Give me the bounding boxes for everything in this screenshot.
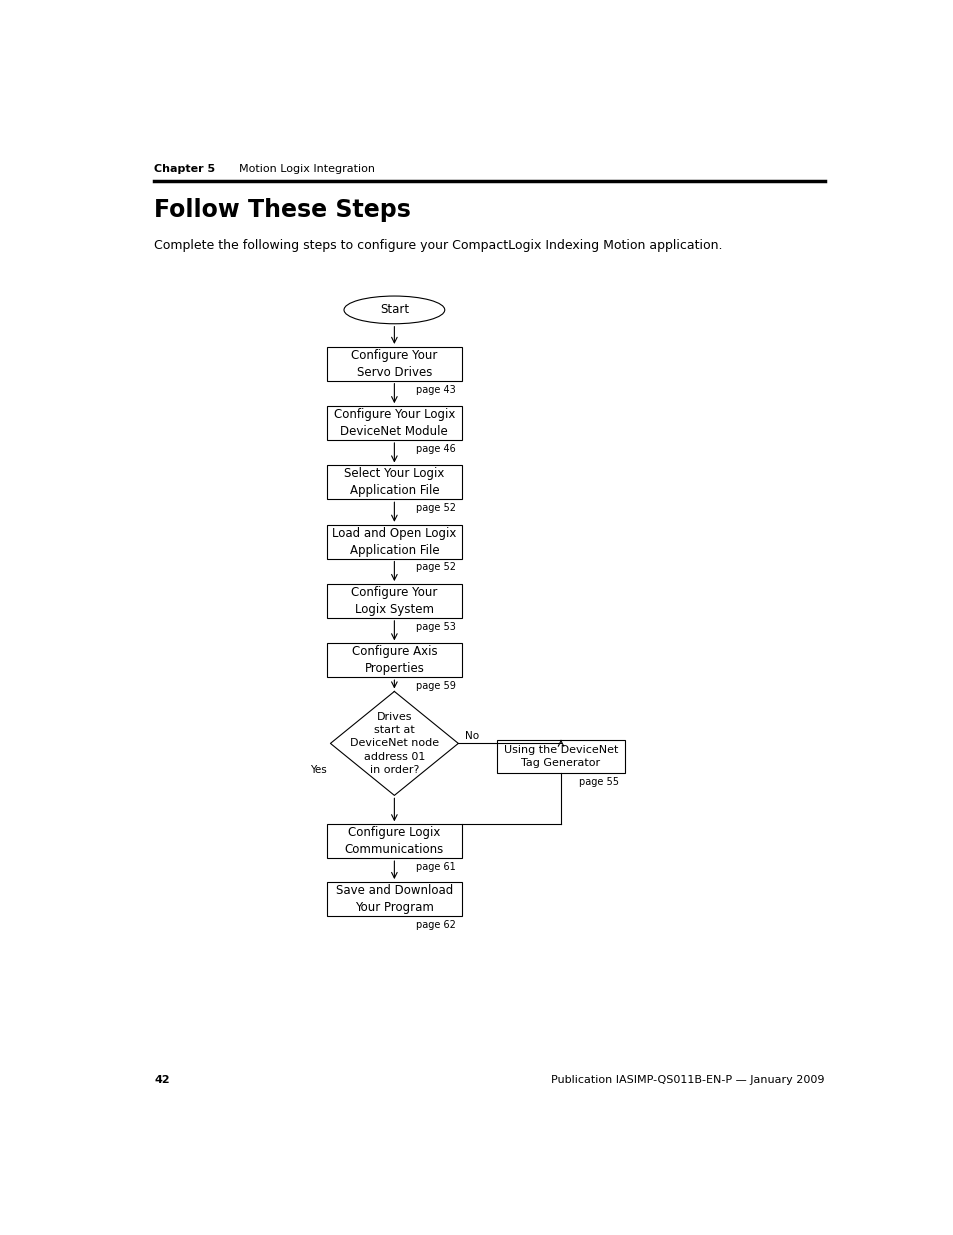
Text: Drives
start at
DeviceNet node
address 01
in order?: Drives start at DeviceNet node address 0… <box>350 713 438 774</box>
Text: Chapter 5: Chapter 5 <box>154 164 215 174</box>
Text: page 52: page 52 <box>416 503 456 514</box>
Text: page 61: page 61 <box>416 862 456 872</box>
Text: 42: 42 <box>154 1074 170 1084</box>
Text: Select Your Logix
Application File: Select Your Logix Application File <box>344 467 444 498</box>
FancyBboxPatch shape <box>326 466 461 499</box>
Text: Configure Your Logix
DeviceNet Module: Configure Your Logix DeviceNet Module <box>334 408 455 438</box>
Ellipse shape <box>344 296 444 324</box>
FancyBboxPatch shape <box>326 643 461 677</box>
FancyBboxPatch shape <box>326 824 461 858</box>
Text: page 43: page 43 <box>416 384 456 395</box>
FancyBboxPatch shape <box>326 525 461 558</box>
Text: No: No <box>464 731 478 741</box>
FancyBboxPatch shape <box>326 347 461 380</box>
Text: page 55: page 55 <box>578 777 618 787</box>
Text: Configure Logix
Communications: Configure Logix Communications <box>344 826 443 856</box>
Text: Configure Axis
Properties: Configure Axis Properties <box>352 645 436 676</box>
Text: Load and Open Logix
Application File: Load and Open Logix Application File <box>332 526 456 557</box>
Text: Yes: Yes <box>310 766 326 776</box>
Text: page 52: page 52 <box>416 562 456 573</box>
Text: page 53: page 53 <box>416 621 456 632</box>
Text: Motion Logix Integration: Motion Logix Integration <box>239 164 375 174</box>
Text: page 59: page 59 <box>416 680 456 692</box>
Text: page 62: page 62 <box>416 920 456 930</box>
Text: Using the DeviceNet
Tag Generator: Using the DeviceNet Tag Generator <box>503 745 618 768</box>
FancyBboxPatch shape <box>326 882 461 916</box>
FancyBboxPatch shape <box>497 740 624 773</box>
Text: Publication IASIMP-QS011B-EN-P — January 2009: Publication IASIMP-QS011B-EN-P — January… <box>551 1074 823 1084</box>
Text: Follow These Steps: Follow These Steps <box>154 198 411 222</box>
Text: Save and Download
Your Program: Save and Download Your Program <box>335 884 453 914</box>
Text: page 46: page 46 <box>416 443 456 454</box>
FancyBboxPatch shape <box>326 584 461 618</box>
Text: Configure Your
Servo Drives: Configure Your Servo Drives <box>351 348 437 379</box>
FancyBboxPatch shape <box>326 406 461 440</box>
Text: Complete the following steps to configure your CompactLogix Indexing Motion appl: Complete the following steps to configur… <box>154 240 721 252</box>
Text: Start: Start <box>379 304 409 316</box>
Text: Configure Your
Logix System: Configure Your Logix System <box>351 585 437 616</box>
Polygon shape <box>330 692 457 795</box>
